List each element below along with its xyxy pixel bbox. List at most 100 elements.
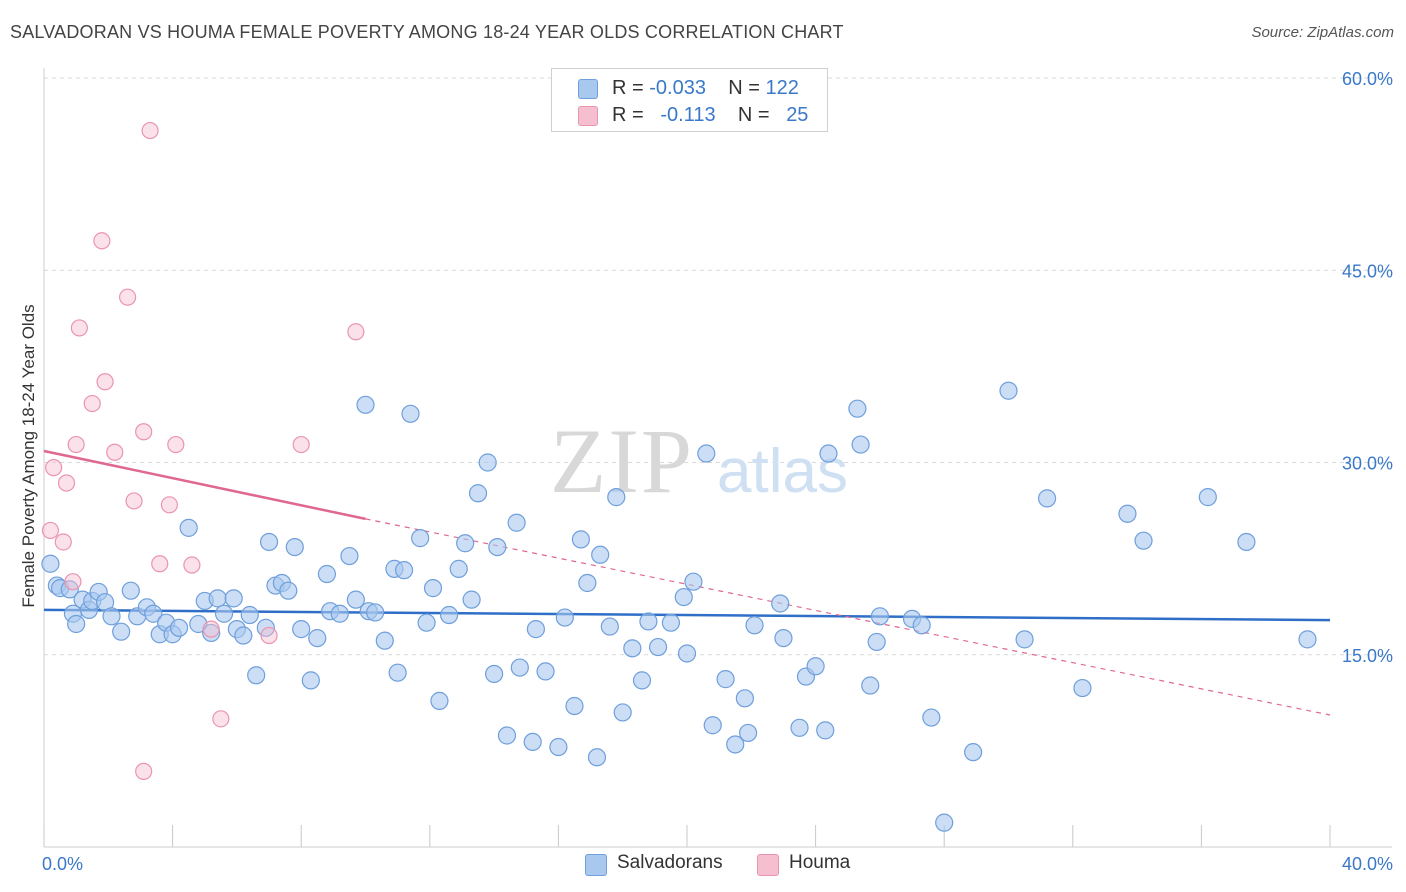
salvadorans-point bbox=[423, 579, 443, 598]
salvadorans-point bbox=[851, 435, 870, 454]
salvadorans-point bbox=[870, 607, 890, 626]
houma-point bbox=[292, 435, 310, 454]
r-value: -0.033 bbox=[649, 77, 706, 99]
salvadorans-trend-line bbox=[43, 608, 1331, 622]
y-tick-label: 60.0% bbox=[1342, 69, 1393, 89]
salvadorans-point bbox=[366, 603, 385, 622]
salvadorans-point bbox=[848, 399, 867, 418]
houma-point bbox=[167, 435, 185, 454]
x-tick-label: 40.0% bbox=[1342, 854, 1393, 874]
salvadorans-point bbox=[317, 564, 337, 584]
houma-point bbox=[212, 710, 230, 728]
salvadorans-point bbox=[478, 453, 497, 472]
houma-point bbox=[135, 762, 153, 780]
houma-point bbox=[106, 443, 124, 461]
y-tick-label: 45.0% bbox=[1342, 261, 1393, 281]
y-axis-label: Female Poverty Among 18-24 Year Olds bbox=[19, 304, 38, 607]
salvadorans-point bbox=[485, 664, 504, 684]
houma-point bbox=[125, 492, 143, 510]
houma-point bbox=[41, 521, 60, 540]
salvadorans-point bbox=[507, 513, 526, 532]
salvadorans-point bbox=[449, 559, 468, 578]
salvadorans-point bbox=[121, 581, 140, 600]
houma-point bbox=[64, 573, 82, 591]
salvadorans-point bbox=[1118, 504, 1137, 523]
salvadorans-point bbox=[536, 662, 555, 681]
chart-title: SALVADORAN VS HOUMA FEMALE POVERTY AMONG… bbox=[10, 22, 844, 42]
houma-point bbox=[93, 232, 111, 250]
salvadorans-point bbox=[308, 628, 327, 648]
houma-point bbox=[160, 496, 178, 514]
salvadorans-point bbox=[555, 608, 574, 627]
salvadorans-point bbox=[677, 644, 697, 663]
y-tick-label: 15.0% bbox=[1342, 646, 1393, 666]
salvadorans-point bbox=[439, 605, 459, 625]
salvadorans-point bbox=[565, 696, 584, 716]
salvadorans-point bbox=[430, 691, 449, 710]
salvadorans-point bbox=[738, 723, 758, 743]
salvadorans-point bbox=[394, 561, 414, 580]
houma-point bbox=[96, 373, 114, 391]
salvadorans-point bbox=[169, 618, 189, 637]
salvadorans-swatch bbox=[578, 79, 598, 99]
salvadorans-point bbox=[417, 613, 436, 632]
salvadorans-point bbox=[144, 604, 163, 623]
salvadorans-point bbox=[468, 484, 488, 503]
houma-label: Houma bbox=[789, 852, 851, 873]
salvadorans-point bbox=[607, 488, 626, 507]
houma-trend-line bbox=[43, 449, 366, 521]
houma-point bbox=[70, 319, 88, 337]
houma-point bbox=[151, 555, 169, 573]
salvadorans-point bbox=[790, 718, 809, 737]
houma-point bbox=[118, 288, 137, 306]
salvadorans-point bbox=[1198, 488, 1217, 507]
salvadorans-point bbox=[922, 708, 941, 727]
houma-point bbox=[57, 474, 76, 492]
salvadorans-point bbox=[526, 620, 545, 639]
houma-swatch bbox=[757, 854, 779, 876]
salvadorans-point bbox=[774, 628, 793, 648]
salvadorans-point bbox=[964, 743, 983, 762]
houma-points bbox=[41, 121, 365, 780]
salvadorans-point bbox=[735, 689, 754, 708]
salvadorans-point bbox=[234, 626, 253, 645]
salvadorans-point bbox=[292, 620, 311, 639]
salvadorans-point bbox=[411, 529, 430, 548]
salvadorans-point bbox=[912, 616, 931, 635]
houma-point bbox=[202, 620, 220, 638]
houma-point bbox=[83, 394, 101, 413]
salvadorans-point bbox=[401, 404, 420, 423]
salvadorans-point bbox=[375, 631, 394, 650]
salvadorans-point bbox=[1134, 531, 1153, 550]
salvadorans-point bbox=[330, 604, 349, 623]
salvadorans-point bbox=[456, 534, 475, 553]
salvadorans-point bbox=[600, 617, 619, 636]
salvadorans-point bbox=[356, 395, 375, 414]
salvadorans-point bbox=[202, 623, 221, 643]
houma-trend-extension bbox=[365, 518, 1331, 716]
salvadorans-point bbox=[571, 530, 591, 549]
r-label: R = bbox=[612, 104, 644, 126]
houma-point bbox=[183, 556, 201, 574]
salvadorans-point bbox=[639, 612, 658, 631]
salvadorans-point bbox=[935, 813, 954, 832]
n-value: 122 bbox=[765, 77, 799, 99]
tick-labels: 15.0% 30.0% 45.0% 60.0% 0.0% 40.0% bbox=[42, 69, 1393, 874]
salvadorans-point bbox=[726, 735, 745, 754]
legend-houma-text: R = -0.113 N = 25 bbox=[612, 104, 808, 127]
salvadorans-point bbox=[510, 658, 529, 677]
salvadorans-points bbox=[41, 381, 1317, 832]
salvadorans-point bbox=[697, 444, 716, 463]
y-tick-label: 30.0% bbox=[1342, 454, 1393, 474]
salvadorans-point bbox=[67, 614, 86, 634]
salvadorans-label: Salvadorans bbox=[617, 852, 723, 873]
n-value: 25 bbox=[786, 104, 809, 126]
legend-salvadorans-text: R = -0.033 N = 122 bbox=[612, 77, 799, 100]
houma-point bbox=[67, 435, 85, 454]
salvadorans-point bbox=[684, 572, 703, 591]
salvadorans-point bbox=[999, 381, 1018, 400]
salvadorans-point bbox=[1037, 489, 1057, 508]
salvadorans-point bbox=[861, 676, 880, 695]
r-label: R = bbox=[612, 77, 644, 99]
salvadorans-point bbox=[674, 587, 693, 607]
